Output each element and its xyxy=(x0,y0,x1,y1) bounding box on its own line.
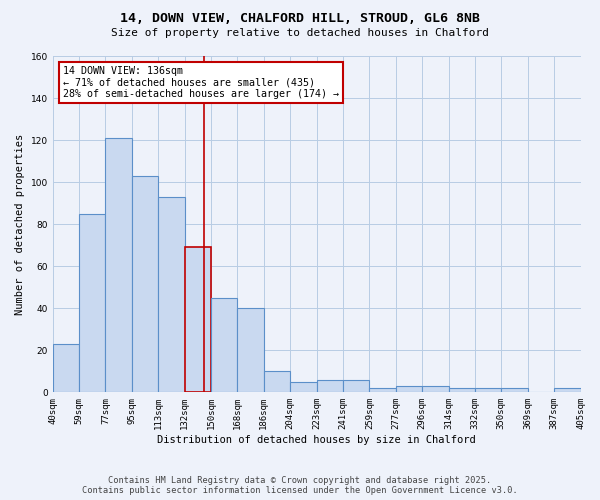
Bar xyxy=(475,388,502,392)
Bar xyxy=(211,298,238,392)
Bar xyxy=(185,248,211,392)
Text: 14, DOWN VIEW, CHALFORD HILL, STROUD, GL6 8NB: 14, DOWN VIEW, CHALFORD HILL, STROUD, GL… xyxy=(120,12,480,26)
Bar xyxy=(370,388,396,392)
Bar xyxy=(158,197,185,392)
Bar xyxy=(79,214,106,392)
Bar xyxy=(343,380,370,392)
X-axis label: Distribution of detached houses by size in Chalford: Distribution of detached houses by size … xyxy=(157,435,476,445)
Bar xyxy=(502,388,528,392)
Bar xyxy=(554,388,581,392)
Bar xyxy=(238,308,264,392)
Bar xyxy=(53,344,79,393)
Bar xyxy=(449,388,475,392)
Text: 14 DOWN VIEW: 136sqm
← 71% of detached houses are smaller (435)
28% of semi-deta: 14 DOWN VIEW: 136sqm ← 71% of detached h… xyxy=(63,66,339,100)
Bar xyxy=(396,386,422,392)
Text: Contains HM Land Registry data © Crown copyright and database right 2025.
Contai: Contains HM Land Registry data © Crown c… xyxy=(82,476,518,495)
Bar xyxy=(264,372,290,392)
Bar xyxy=(317,380,343,392)
Y-axis label: Number of detached properties: Number of detached properties xyxy=(15,134,25,315)
Bar xyxy=(132,176,158,392)
Text: Size of property relative to detached houses in Chalford: Size of property relative to detached ho… xyxy=(111,28,489,38)
Bar xyxy=(422,386,449,392)
Bar xyxy=(106,138,132,392)
Bar xyxy=(290,382,317,392)
